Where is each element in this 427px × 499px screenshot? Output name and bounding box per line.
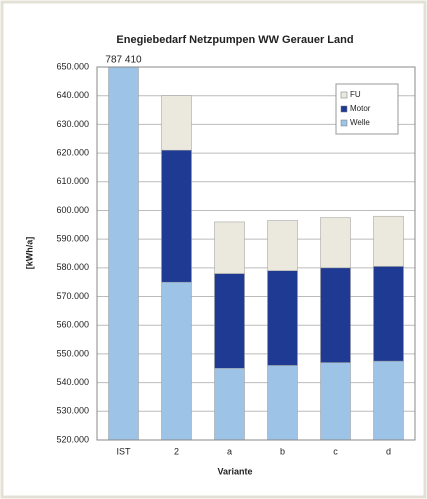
y-tick-label: 580.000 bbox=[56, 262, 89, 272]
legend: FU Motor Welle bbox=[335, 83, 399, 135]
legend-swatch bbox=[340, 105, 348, 113]
x-tick-label: IST bbox=[116, 446, 131, 456]
bar-segment bbox=[320, 217, 351, 269]
x-tick-label: 2 bbox=[174, 446, 179, 456]
y-tick-label: 590.000 bbox=[56, 234, 89, 244]
y-tick-label: 600.000 bbox=[56, 205, 89, 215]
legend-swatch bbox=[340, 91, 348, 99]
y-tick-label: 560.000 bbox=[56, 320, 89, 330]
x-tick-label: a bbox=[227, 446, 232, 456]
bar-segment bbox=[373, 360, 404, 440]
y-tick-label: 570.000 bbox=[56, 291, 89, 301]
plot-area bbox=[96, 66, 416, 441]
x-tick-label: d bbox=[386, 446, 391, 456]
bar-segment bbox=[267, 270, 298, 366]
y-tick-label: 620.000 bbox=[56, 147, 89, 157]
legend-label: FU bbox=[350, 90, 361, 99]
bar-segment bbox=[214, 368, 245, 440]
y-tick-label: 640.000 bbox=[56, 90, 89, 100]
bar-segment bbox=[373, 215, 404, 267]
bar-segment bbox=[267, 220, 298, 271]
legend-swatch bbox=[340, 119, 348, 127]
bar-segment bbox=[214, 221, 245, 274]
bar-segment bbox=[320, 362, 351, 440]
bar-segment bbox=[267, 365, 298, 440]
bar-segment bbox=[161, 149, 192, 283]
x-tick-label: b bbox=[280, 446, 285, 456]
data-label: 787 410 bbox=[105, 55, 142, 66]
y-tick-label: 650.000 bbox=[56, 61, 89, 71]
bar-segment bbox=[373, 266, 404, 362]
y-tick-label: 550.000 bbox=[56, 348, 89, 358]
y-tick-label: 540.000 bbox=[56, 377, 89, 387]
bar-segment bbox=[161, 95, 192, 151]
x-axis-label: Variante bbox=[217, 466, 252, 476]
chart-title: Enegiebedarf Netzpumpen WW Gerauer Land bbox=[116, 34, 353, 46]
y-axis-label: [kWh/a] bbox=[24, 237, 34, 270]
bar-segment bbox=[161, 281, 192, 440]
bar-segment bbox=[320, 267, 351, 363]
bars bbox=[108, 67, 404, 440]
bar-segment bbox=[108, 67, 139, 440]
legend-label: Welle bbox=[350, 118, 370, 127]
x-tick-label: c bbox=[333, 446, 338, 456]
y-tick-label: 630.000 bbox=[56, 119, 89, 129]
y-tick-label: 520.000 bbox=[56, 434, 89, 444]
y-tick-label: 530.000 bbox=[56, 406, 89, 416]
bar-segment bbox=[214, 273, 245, 369]
y-tick-label: 610.000 bbox=[56, 176, 89, 186]
legend-label: Motor bbox=[350, 104, 371, 113]
